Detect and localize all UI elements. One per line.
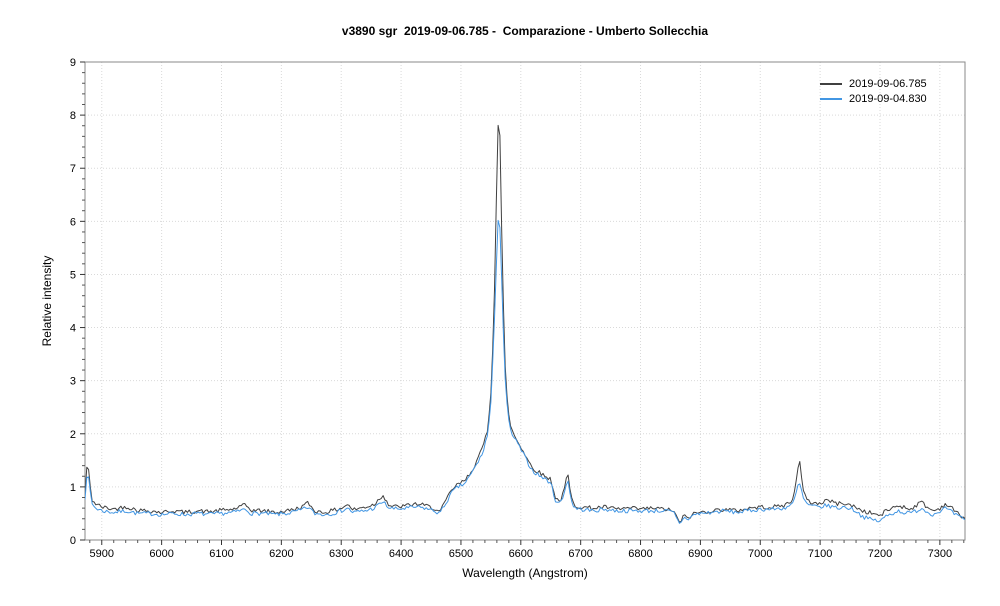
- y-tick-label: 0: [70, 535, 76, 547]
- y-tick-label: 4: [70, 323, 76, 335]
- y-tick-label: 7: [70, 163, 76, 175]
- y-tick-label: 9: [70, 57, 76, 69]
- y-tick-label: 1: [70, 482, 76, 494]
- y-tick-label: 2: [70, 429, 76, 441]
- x-tick-label: 6000: [149, 548, 173, 560]
- legend-item: 2019-09-06.785: [820, 78, 927, 90]
- legend-item: 2019-09-04.830: [820, 93, 927, 105]
- x-tick-label: 6900: [688, 548, 712, 560]
- x-tick-label: 7200: [868, 548, 892, 560]
- y-axis-label: Relative intensity: [40, 255, 54, 347]
- series-line-2019-09-04.830: [85, 219, 965, 524]
- legend-label: 2019-09-04.830: [849, 93, 927, 105]
- legend-swatch: [820, 83, 842, 85]
- x-axis-label: Wavelength (Angstrom): [462, 566, 588, 580]
- x-tick-label: 7100: [808, 548, 832, 560]
- x-tick-label: 6800: [628, 548, 652, 560]
- x-tick-label: 6700: [568, 548, 592, 560]
- x-tick-label: 6400: [389, 548, 413, 560]
- x-tick-label: 6300: [329, 548, 353, 560]
- series-line-2019-09-06.785: [85, 124, 965, 523]
- legend: 2019-09-06.785 2019-09-04.830: [820, 78, 927, 105]
- chart-title: v3890 sgr 2019-09-06.785 - Comparazione …: [341, 24, 709, 38]
- y-tick-label: 8: [70, 110, 76, 122]
- x-tick-label: 6600: [509, 548, 533, 560]
- x-tick-label: 7300: [928, 548, 952, 560]
- y-tick-label: 3: [70, 376, 76, 388]
- y-tick-label: 5: [70, 269, 76, 281]
- y-tick-label: 6: [70, 216, 76, 228]
- legend-swatch: [820, 98, 842, 100]
- x-tick-label: 6500: [449, 548, 473, 560]
- x-tick-label: 6200: [269, 548, 293, 560]
- x-tick-label: 6100: [209, 548, 233, 560]
- plot-frame: [84, 61, 966, 541]
- x-tick-label: 5900: [90, 548, 114, 560]
- x-tick-label: 7000: [748, 548, 772, 560]
- legend-label: 2019-09-06.785: [849, 78, 927, 90]
